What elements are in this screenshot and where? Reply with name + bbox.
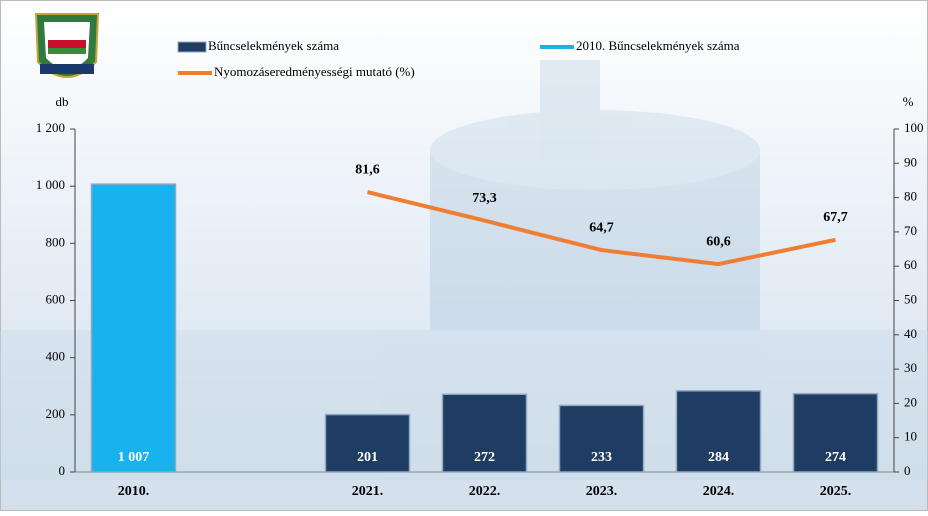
y2-tick-label: 30	[904, 360, 917, 375]
x-tick-label: 2010.	[118, 484, 150, 499]
y-tick-label: 0	[59, 463, 66, 478]
bar	[92, 184, 176, 472]
y-axis-title: db	[56, 94, 69, 109]
y2-tick-label: 90	[904, 154, 917, 169]
y2-tick-label: 50	[904, 291, 917, 306]
legend-label: Bűncselekmények száma	[208, 38, 339, 53]
x-tick-label: 2024.	[703, 484, 735, 499]
y-tick-label: 1 200	[36, 120, 65, 135]
value-label: 73,3	[472, 191, 497, 206]
value-label: 67,7	[823, 210, 848, 225]
value-label: 60,6	[706, 234, 731, 249]
value-label: 1 007	[118, 450, 150, 465]
y-tick-label: 1 000	[36, 177, 65, 192]
value-label: 81,6	[355, 162, 380, 177]
y-tick-label: 800	[46, 234, 66, 249]
page: {"chart_data": { "type": "bar", "categor…	[0, 0, 928, 516]
y2-tick-label: 70	[904, 223, 917, 238]
legend-swatch	[178, 42, 206, 52]
legend-label: 2010. Bűncselekmények száma	[576, 38, 740, 53]
legend-label: Nyomozáseredményességi mutató (%)	[214, 64, 415, 79]
y-tick-label: 200	[46, 406, 66, 421]
value-label: 272	[474, 450, 495, 465]
value-label: 284	[708, 450, 729, 465]
y2-axis-title: %	[903, 94, 914, 109]
chart: db % 0 200 400 600 800 1 000 1 200 0 10 20 30 40 50 6…	[0, 0, 928, 511]
y-tick-label: 400	[46, 349, 66, 364]
x-tick-label: 2022.	[469, 484, 501, 499]
y2-tick-label: 80	[904, 189, 917, 204]
y-tick-label: 600	[46, 291, 66, 306]
y2-tick-label: 100	[904, 120, 924, 135]
x-tick-label: 2021.	[352, 484, 384, 499]
y2-tick-label: 60	[904, 257, 917, 272]
logo	[36, 14, 98, 77]
value-label: 201	[357, 450, 378, 465]
y2-tick-label: 0	[904, 463, 911, 478]
value-label: 274	[825, 450, 846, 465]
y2-tick-label: 40	[904, 326, 917, 341]
y2-tick-label: 20	[904, 394, 917, 409]
x-tick-label: 2023.	[586, 484, 618, 499]
x-tick-label: 2025.	[820, 484, 852, 499]
y2-tick-label: 10	[904, 429, 917, 444]
value-label: 64,7	[589, 220, 614, 235]
value-label: 233	[591, 450, 612, 465]
